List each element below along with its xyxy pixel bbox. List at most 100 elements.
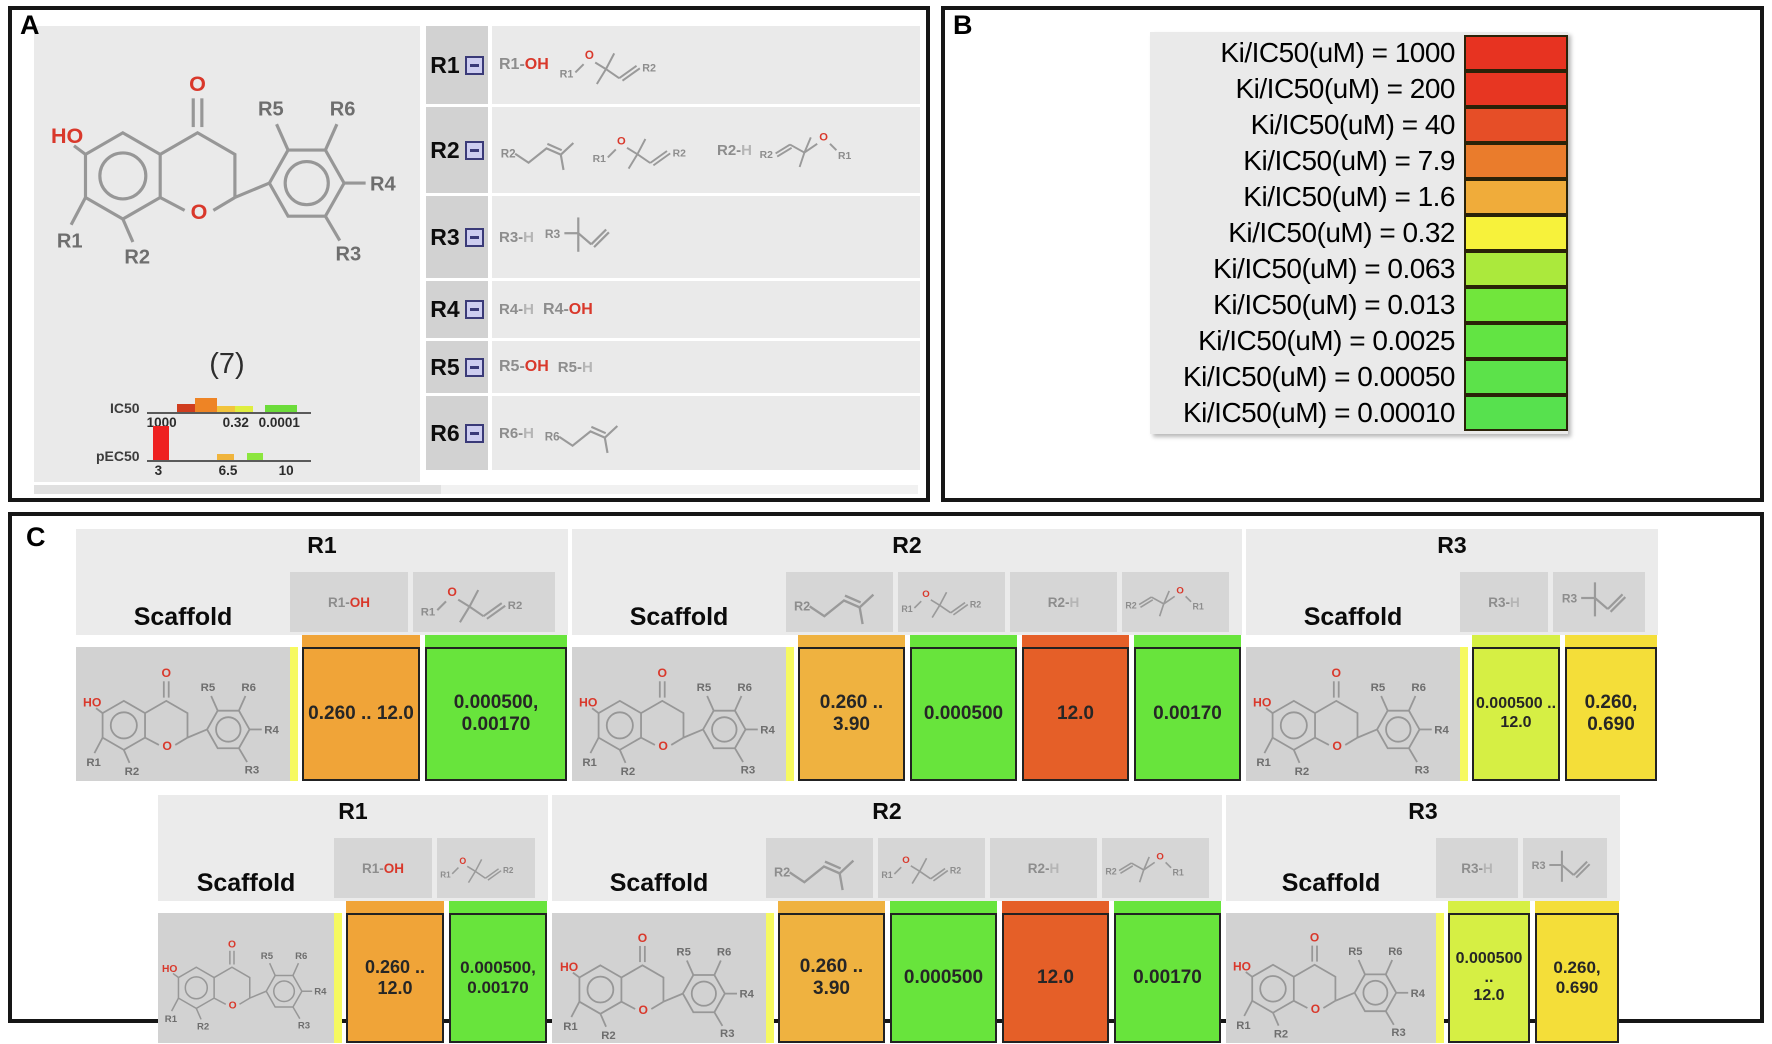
substituent-structure-prenyl: R2: [794, 592, 875, 625]
value-cell[interactable]: 12.0: [1022, 647, 1129, 781]
substituent-structure-prenyl[interactable]: R2: [499, 126, 585, 174]
rgroup-group-header: R2: [552, 795, 1222, 824]
substituent-label[interactable]: R1-OH: [499, 56, 549, 73]
sar-table-row-2: R1 Scaffold R1-OH R1 O R2: [158, 795, 1760, 1043]
substituent-structure-ochain[interactable]: R1 O R2: [558, 41, 682, 89]
substituent-label[interactable]: R4-H: [499, 301, 535, 318]
substituent-header-cell[interactable]: R2 O R1: [1122, 572, 1229, 632]
substituent-header-cell[interactable]: R2: [786, 572, 893, 632]
scaffold-cell[interactable]: [1246, 647, 1460, 781]
substituent-label[interactable]: R2-H: [717, 141, 753, 159]
value-cell[interactable]: 0.000500: [910, 647, 1017, 781]
legend-swatch: [1464, 251, 1568, 287]
collapse-minus-icon[interactable]: [464, 357, 484, 377]
substituent-label[interactable]: R5-OH: [499, 358, 549, 375]
substituent-header-cell[interactable]: R1 O R2: [898, 572, 1005, 632]
svg-text:O: O: [447, 585, 456, 599]
legend-swatch: [1464, 143, 1568, 179]
column-color-strip: [449, 901, 547, 913]
value-cell[interactable]: 0.00170: [1114, 913, 1221, 1043]
histogram-bar: [246, 453, 263, 460]
rgroup-table: R1 R1-OH R1 O R2 R2 R2: [426, 26, 920, 473]
svg-text:O: O: [1177, 586, 1185, 597]
value-cell[interactable]: 0.000500, 0.00170: [449, 913, 547, 1043]
column-color-strip: [778, 901, 885, 913]
histogram-bar: [216, 454, 234, 460]
substituent-label[interactable]: R6-H: [499, 424, 535, 442]
legend-row: Ki/IC50(uM) = 1.6: [1154, 179, 1568, 215]
substituent-header-cell[interactable]: R3: [1523, 838, 1607, 898]
legend-swatch: [1464, 215, 1568, 251]
substituent-structure-prenyl[interactable]: R6: [543, 409, 629, 457]
scaffold-cell[interactable]: [572, 647, 786, 781]
rgroup-substituents: R2 R1 O R2 R2-H R2 O R1: [492, 107, 920, 193]
scaffold-cell[interactable]: [552, 913, 766, 1043]
substituent-label[interactable]: R3-H: [499, 228, 535, 246]
svg-text:O: O: [902, 855, 910, 866]
collapse-minus-icon[interactable]: [464, 300, 484, 319]
substituent-header-cell[interactable]: R1 O R2: [878, 838, 985, 898]
svg-text:R2: R2: [1126, 601, 1137, 611]
svg-text:R1: R1: [593, 154, 606, 165]
collapse-minus-icon[interactable]: [464, 227, 484, 247]
substituent-header-cell[interactable]: R1 O R2: [413, 572, 555, 632]
value-cell[interactable]: 12.0: [1002, 913, 1109, 1043]
substituent-structure-dimethylallyl[interactable]: R3: [543, 210, 621, 264]
value-cell[interactable]: 0.00170: [1134, 647, 1241, 781]
value-cell[interactable]: 0.260 .. 3.90: [798, 647, 905, 781]
scaffold-cell[interactable]: [1226, 913, 1436, 1043]
substituent-structure-ochain-rev: R2 O R1: [1106, 852, 1184, 884]
svg-text:R2: R2: [673, 148, 686, 159]
scaffold-column-header: Scaffold: [133, 603, 233, 631]
value-cell[interactable]: 0.260 .. 12.0: [302, 647, 420, 781]
substituent-header-cell[interactable]: R3-H: [1436, 838, 1518, 898]
legend-swatch: [1464, 359, 1568, 395]
substituent-structure-ochain[interactable]: R1 O R2: [591, 127, 711, 173]
panel-a: A (7) IC50 1000 0.32 0.0001 pEC50 3 6.5: [8, 6, 930, 502]
svg-text:R1: R1: [559, 68, 573, 80]
scaffold-cell[interactable]: [158, 913, 334, 1043]
substituent-structure-ochain: R1 O R2: [440, 856, 514, 884]
rgroup-group-header: R2: [572, 529, 1242, 558]
substituent-structure-ochain-rev[interactable]: R2 O R1: [758, 127, 878, 173]
histogram-bar: [152, 426, 169, 460]
substituent-header-cell[interactable]: R2-H: [1010, 572, 1117, 632]
substituent-header-cell[interactable]: R3: [1553, 572, 1645, 632]
svg-text:R2: R2: [503, 866, 514, 875]
value-cell[interactable]: 0.000500 .. 12.0: [1472, 647, 1560, 781]
value-cell[interactable]: 0.260 .. 3.90: [778, 913, 885, 1043]
substituent-header-cell[interactable]: R2 O R1: [1102, 838, 1209, 898]
svg-text:R1: R1: [838, 151, 851, 162]
value-cell[interactable]: 0.000500, 0.00170: [425, 647, 567, 781]
scaffold-column-header: Scaffold: [629, 603, 729, 631]
substituent-header-cell[interactable]: R2: [766, 838, 873, 898]
substituent-header-cell[interactable]: R2-H: [990, 838, 1097, 898]
substituent-label[interactable]: R4-OH: [543, 300, 593, 318]
histogram-bar: [176, 404, 195, 412]
value-cell[interactable]: 0.260, 0.690: [1565, 647, 1657, 781]
value-cell[interactable]: 0.260, 0.690: [1535, 913, 1619, 1043]
value-cell[interactable]: 0.000500 .. 12.0: [1448, 913, 1530, 1043]
collapse-minus-icon[interactable]: [464, 423, 484, 443]
substituent-header-cell[interactable]: R1-OH: [334, 838, 432, 898]
scaffold-structure: [1253, 665, 1451, 780]
collapse-minus-icon[interactable]: [464, 55, 484, 75]
scaffold-cell[interactable]: [76, 647, 290, 781]
substituent-header-cell[interactable]: R1-OH: [290, 572, 408, 632]
rgroup-name: R6: [430, 419, 460, 446]
substituent-structure-dimethylallyl: R3: [1531, 849, 1591, 883]
cell-value: 12.0: [1057, 702, 1094, 724]
legend-swatch: [1464, 107, 1568, 143]
substituent-header-cell[interactable]: R3-H: [1460, 572, 1548, 632]
rgroup-substituents: R1-OH R1 O R2: [492, 26, 920, 104]
value-cell[interactable]: 0.000500: [890, 913, 997, 1043]
value-cell[interactable]: 0.260 .. 12.0: [346, 913, 444, 1043]
svg-text:R2: R2: [774, 864, 790, 879]
column-color-strip: [346, 901, 444, 913]
svg-text:R3: R3: [545, 227, 561, 241]
rgroup-row-label: R3: [426, 196, 488, 278]
substituent-header-cell[interactable]: R1 O R2: [437, 838, 535, 898]
collapse-minus-icon[interactable]: [464, 140, 484, 160]
horizontal-scrollbar[interactable]: [34, 485, 918, 494]
substituent-label[interactable]: R5-H: [557, 358, 593, 376]
